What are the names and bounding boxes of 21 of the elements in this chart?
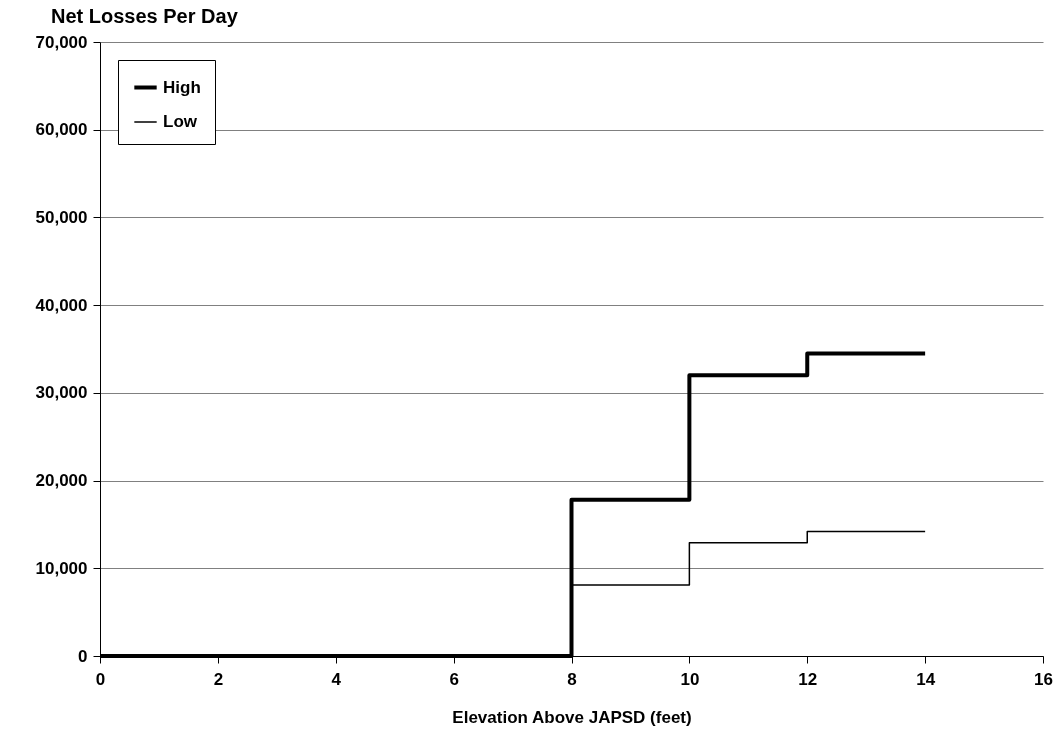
- x-tick-label: 14: [916, 669, 936, 689]
- x-tick-label: 2: [213, 669, 224, 689]
- x-tick-label: 0: [95, 669, 106, 689]
- legend-label: Low: [163, 112, 198, 131]
- y-tick-label: 50,000: [35, 207, 88, 227]
- y-tick-label: 20,000: [35, 471, 88, 491]
- y-tick-label: 70,000: [35, 32, 88, 52]
- legend-label: High: [163, 77, 201, 97]
- x-tick-label: 8: [567, 669, 577, 689]
- chart-title: Net Losses Per Day: [51, 5, 239, 27]
- y-tick-label: 60,000: [35, 120, 88, 140]
- x-tick-label: 4: [331, 669, 342, 689]
- x-tick-label: 6: [449, 669, 459, 689]
- x-tick-label: 10: [680, 669, 700, 689]
- y-tick-label: 40,000: [35, 295, 88, 315]
- x-tick-label: 16: [1034, 669, 1053, 689]
- x-tick-label: 12: [798, 669, 818, 689]
- y-tick-label: 0: [78, 646, 88, 666]
- y-tick-label: 30,000: [35, 383, 88, 403]
- x-axis-title: Elevation Above JAPSD (feet): [452, 707, 692, 727]
- y-tick-label: 10,000: [35, 558, 88, 578]
